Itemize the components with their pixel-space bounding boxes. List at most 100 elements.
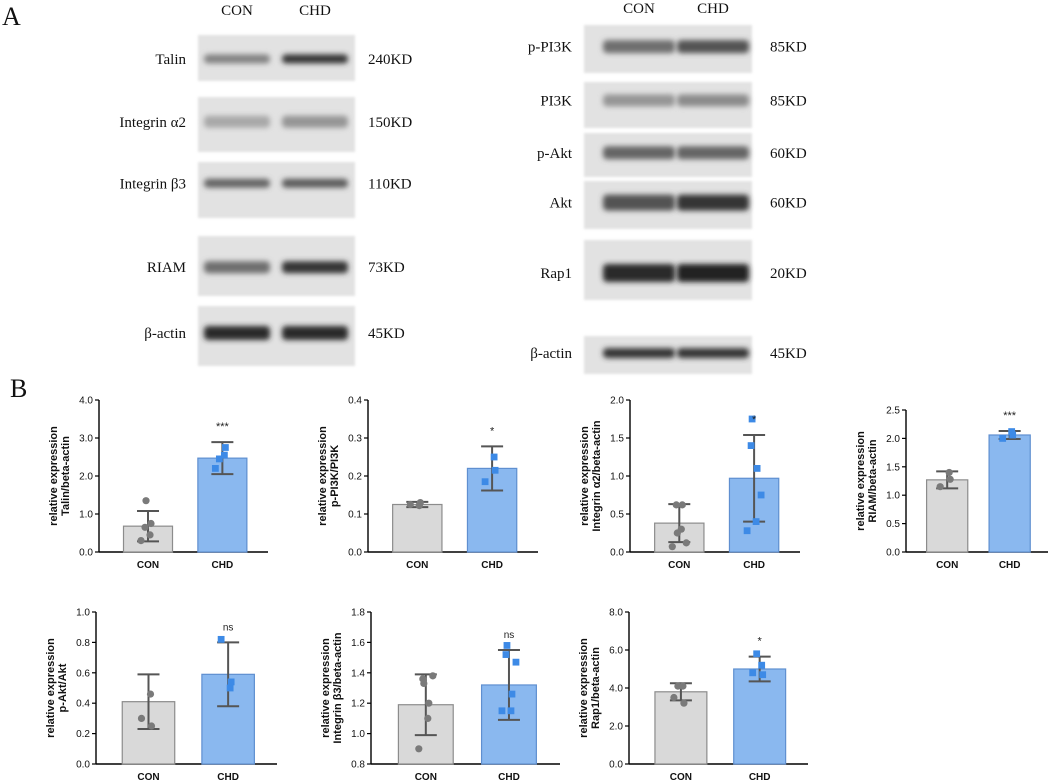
blot-protein-label: Akt bbox=[550, 196, 573, 212]
chart-3: 0.0 0.5 1.0 1.5 2.0 2.5 relative expressionRIA… bbox=[855, 406, 1048, 571]
y-tick-label: 2.0 bbox=[886, 434, 900, 445]
data-point-chd bbox=[502, 651, 510, 658]
y-tick-label: 0.0 bbox=[610, 548, 624, 559]
data-point-con bbox=[682, 539, 690, 547]
significance-label: * bbox=[490, 425, 495, 437]
x-category-label: CON bbox=[415, 772, 437, 783]
blot-protein-label: PI3K bbox=[540, 93, 572, 109]
y-tick-label: 3.0 bbox=[79, 434, 93, 445]
data-point-con bbox=[946, 475, 954, 483]
chart-6: 0.0 2.0 4.0 6.0 8.0 relative expressionRap1/b… bbox=[578, 608, 808, 783]
data-point-chd bbox=[743, 527, 751, 535]
blot-band-left-2-chd bbox=[282, 178, 348, 188]
data-point-chd bbox=[747, 442, 755, 449]
x-category-label: CON bbox=[936, 560, 958, 571]
y-tick-label: 4.0 bbox=[79, 396, 93, 407]
data-point-con bbox=[142, 497, 150, 505]
western-blot-panel: CON CHD Talin 240KD Integrin α2 150KD Integrin… bbox=[119, 1, 807, 374]
x-category-label: CHD bbox=[481, 560, 503, 571]
data-point-con bbox=[415, 745, 423, 753]
blot-header-left-chd: CHD bbox=[299, 3, 331, 19]
y-axis-label: relative expressionIntegrin β3/beta-acti… bbox=[320, 632, 344, 744]
blot-band-right-4-con bbox=[603, 264, 675, 282]
blot-protein-label: β-actin bbox=[144, 326, 186, 342]
data-point-con bbox=[137, 714, 146, 723]
data-point-con bbox=[673, 529, 681, 537]
data-point-con bbox=[668, 543, 676, 551]
data-point-con bbox=[146, 690, 155, 698]
data-point-con bbox=[429, 672, 437, 680]
blot-band-right-3-con bbox=[603, 194, 675, 211]
x-category-label: CHD bbox=[749, 772, 771, 783]
y-tick-label: 0.8 bbox=[76, 638, 90, 649]
data-point-chd bbox=[211, 465, 219, 472]
blot-header-left-con: CON bbox=[221, 3, 253, 19]
y-tick-label: 0.5 bbox=[886, 519, 900, 530]
blot-band-left-1-con bbox=[204, 115, 270, 128]
blot-band-right-2-chd bbox=[677, 146, 749, 160]
data-point-con bbox=[406, 500, 414, 509]
bar-con bbox=[392, 503, 443, 553]
data-point-chd bbox=[217, 635, 225, 643]
blot-band-left-0-chd bbox=[282, 54, 348, 64]
data-point-chd bbox=[759, 671, 767, 679]
data-point-chd bbox=[753, 465, 761, 472]
blot-band-left-0-con bbox=[204, 54, 270, 64]
data-point-chd bbox=[758, 661, 766, 669]
y-tick-label: 0.4 bbox=[76, 699, 90, 710]
y-tick-label: 1.8 bbox=[351, 608, 365, 619]
data-point-con bbox=[137, 537, 145, 545]
data-point-con bbox=[674, 682, 682, 690]
significance-label: * bbox=[752, 414, 757, 426]
data-point-chd bbox=[999, 435, 1007, 442]
blot-size-label: 240KD bbox=[368, 52, 412, 68]
x-category-label: CON bbox=[668, 560, 690, 571]
blot-size-label: 45KD bbox=[770, 346, 807, 362]
data-point-chd bbox=[498, 707, 506, 715]
y-tick-label: 0.1 bbox=[348, 510, 362, 521]
x-category-label: CHD bbox=[217, 772, 239, 783]
blot-header-right-con: CON bbox=[623, 1, 655, 17]
y-tick-label: 1.0 bbox=[351, 729, 365, 740]
y-tick-label: 2.0 bbox=[609, 722, 623, 733]
chart-5: 0.8 1.0 1.2 1.4 1.6 1.8 relative expressionInt… bbox=[320, 608, 560, 783]
data-point-con bbox=[678, 501, 686, 509]
data-point-con bbox=[146, 531, 154, 539]
x-category-label: CON bbox=[670, 772, 692, 783]
y-tick-label: 1.2 bbox=[351, 699, 365, 710]
blot-protein-label: RIAM bbox=[147, 260, 186, 276]
bar-chd bbox=[988, 434, 1031, 553]
y-tick-label: 0.0 bbox=[79, 548, 93, 559]
data-point-con bbox=[670, 693, 678, 702]
significance-label: * bbox=[758, 636, 763, 648]
blot-band-right-4-chd bbox=[677, 264, 749, 282]
panel-a-label: A bbox=[2, 2, 21, 31]
data-point-chd bbox=[215, 455, 223, 463]
significance-label: *** bbox=[216, 421, 230, 433]
y-axis-label: relative expressionTalin/beta-actin bbox=[48, 426, 72, 526]
y-tick-label: 0.4 bbox=[348, 396, 362, 407]
blot-band-right-5-chd bbox=[677, 348, 749, 359]
data-point-chd bbox=[507, 707, 515, 715]
blot-band-right-1-chd bbox=[677, 94, 749, 107]
blot-band-left-3-chd bbox=[282, 261, 348, 274]
y-tick-label: 0.2 bbox=[76, 729, 90, 740]
data-point-con bbox=[416, 499, 424, 507]
data-point-con bbox=[420, 679, 428, 688]
y-tick-label: 1.0 bbox=[76, 608, 90, 619]
data-point-chd bbox=[757, 491, 765, 499]
blot-band-right-0-con bbox=[603, 40, 675, 54]
y-axis-label: relative expressionp-PI3K/PI3K bbox=[317, 426, 341, 526]
y-tick-label: 0.0 bbox=[886, 548, 900, 559]
x-category-label: CON bbox=[137, 772, 159, 783]
x-category-label: CON bbox=[137, 560, 159, 571]
blot-band-right-1-con bbox=[603, 94, 675, 107]
data-point-con bbox=[936, 483, 944, 491]
x-category-label: CON bbox=[406, 560, 428, 571]
bar-con bbox=[925, 479, 969, 553]
y-tick-label: 0.0 bbox=[348, 548, 362, 559]
y-tick-label: 2.0 bbox=[610, 396, 624, 407]
blot-band-left-4-chd bbox=[282, 326, 348, 340]
blot-band-left-4-con bbox=[204, 326, 270, 340]
